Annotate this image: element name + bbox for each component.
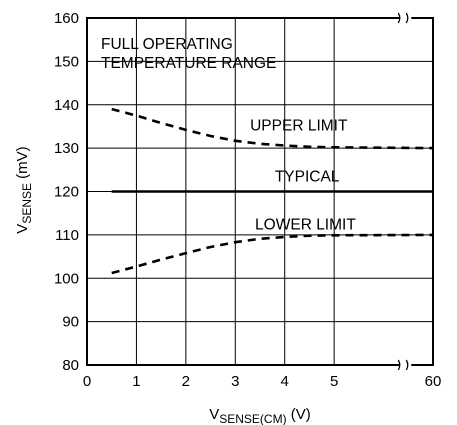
x-axis-label-main: V: [209, 406, 219, 423]
x-axis-label-sub: SENSE(CM): [219, 412, 286, 425]
x-tick-label: 1: [132, 373, 140, 390]
x-tick-label: 5: [330, 373, 338, 390]
y-axis-label-unit: (mV): [14, 146, 31, 183]
axis-break-gap: [399, 14, 412, 22]
series-label-upper-limit: UPPER LIMIT: [250, 118, 348, 135]
y-tick-label: 110: [55, 227, 79, 244]
y-tick-label: 160: [54, 10, 79, 27]
y-tick-labels: 160 150 140 130 120 110 100 90 80: [54, 10, 79, 374]
series-line-upper-limit: [111, 107, 434, 150]
y-axis-label-main: V: [14, 224, 31, 234]
axis-break-mark: [405, 12, 409, 24]
series-group: [111, 107, 434, 275]
y-tick-label: 140: [54, 97, 79, 114]
y-axis-label: VSENSE (mV): [14, 146, 34, 233]
axis-breaks: [397, 12, 412, 371]
x-tick-label: 2: [182, 373, 190, 390]
x-tick-label: 60: [425, 373, 442, 390]
x-axis-label-unit: (V): [287, 406, 311, 423]
y-tick-label: 80: [62, 357, 79, 374]
series-labels: UPPER LIMIT TYPICAL LOWER LIMIT: [250, 118, 356, 234]
annotation-line-1: FULL OPERATING: [101, 36, 233, 53]
y-tick-label: 150: [54, 53, 79, 70]
x-tick-label: 3: [231, 373, 239, 390]
series-label-lower-limit: LOWER LIMIT: [255, 216, 356, 233]
annotation-line-2: TEMPERATURE RANGE: [101, 55, 276, 72]
series-line-lower-limit: [111, 233, 434, 275]
plot-frame: [86, 17, 434, 366]
y-tick-label: 130: [54, 140, 79, 157]
y-axis-label-sub: SENSE: [20, 183, 34, 224]
x-tick-labels: 0 1 2 3 4 5 60: [83, 373, 442, 390]
y-tick-label: 100: [54, 270, 79, 287]
x-tick-label: 4: [281, 373, 289, 390]
axis-break-gap: [399, 361, 412, 369]
axis-break-mark: [397, 12, 401, 24]
series-label-typical: TYPICAL: [275, 169, 340, 186]
axis-break-mark: [397, 359, 401, 371]
y-tick-label: 120: [54, 184, 79, 201]
y-tick-label: 90: [62, 314, 79, 331]
x-tick-label: 0: [83, 373, 91, 390]
axis-break-mark: [405, 359, 409, 371]
x-axis-label: VSENSE(CM) (V): [209, 406, 311, 425]
